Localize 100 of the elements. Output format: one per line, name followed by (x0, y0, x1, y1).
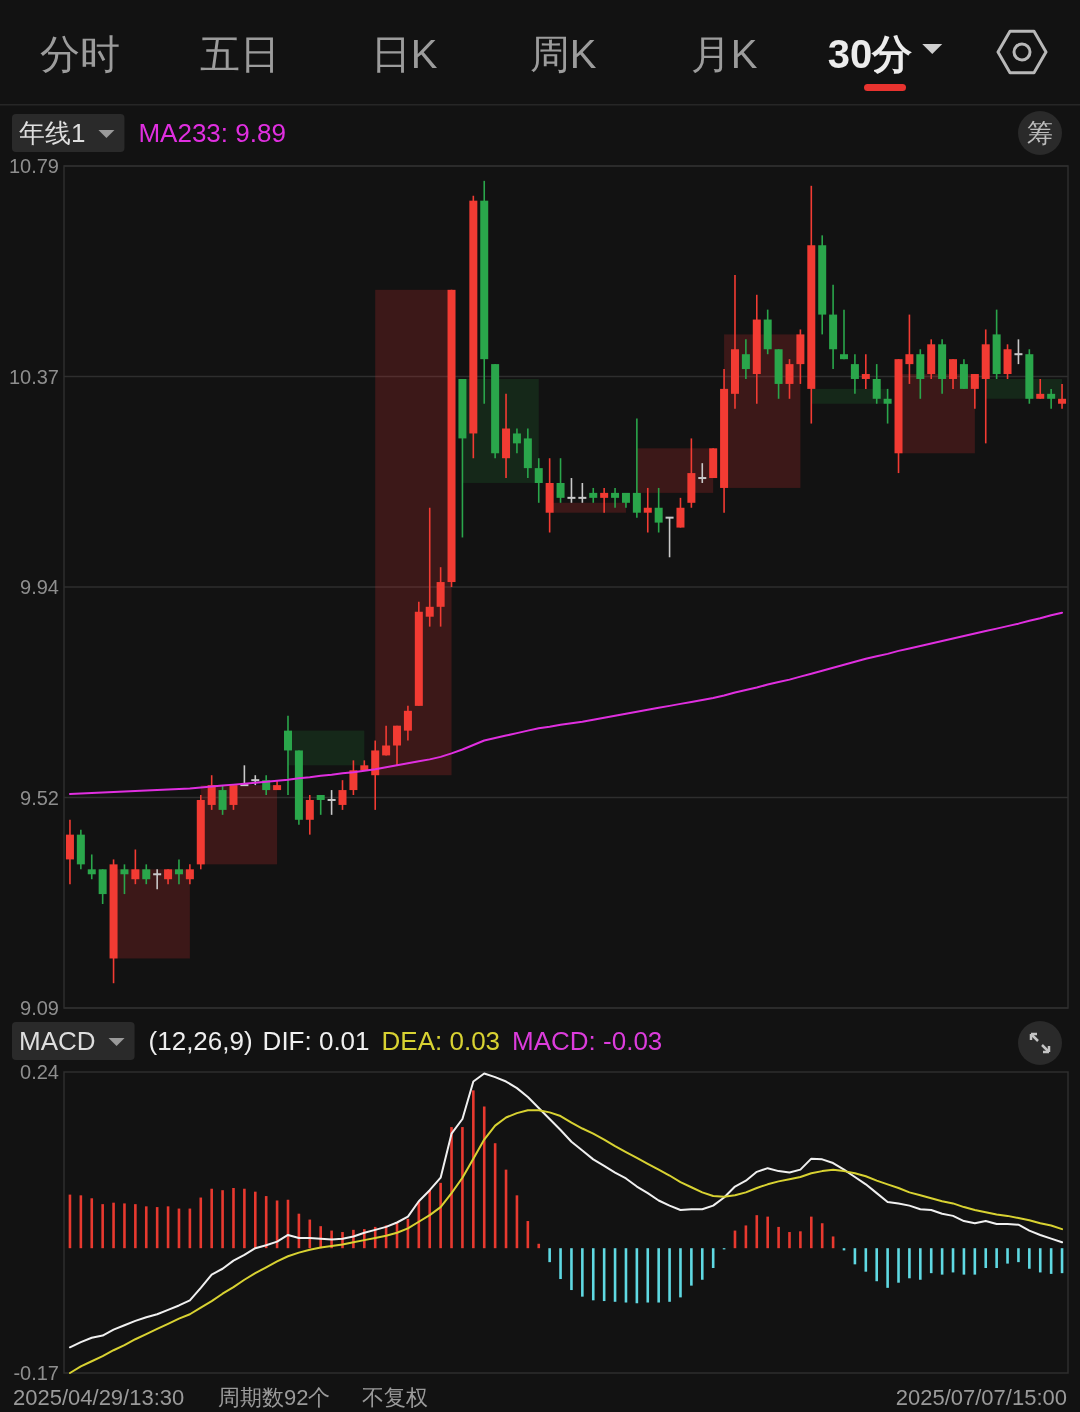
bar (253, 1191, 257, 1249)
candlestick (741, 338, 750, 380)
candlestick (1014, 338, 1023, 365)
bar (537, 1243, 541, 1249)
bar (908, 1248, 911, 1279)
bar (221, 1190, 224, 1249)
bar (134, 1204, 137, 1249)
candlestick (338, 779, 347, 811)
bar (308, 1219, 312, 1249)
bar (766, 1216, 769, 1249)
bar (897, 1248, 900, 1283)
text: 2025/07/07/15:00 (895, 1385, 1067, 1410)
y-tick-label: 9.09 (20, 997, 59, 1019)
bar (450, 1127, 453, 1249)
candlestick (425, 506, 434, 628)
bar (755, 1215, 759, 1249)
bar (199, 1197, 203, 1249)
bar (646, 1248, 650, 1303)
text: 30分 (827, 32, 913, 76)
text: 年线1 (19, 118, 86, 148)
text: 周K (529, 32, 597, 76)
candlestick (207, 774, 216, 811)
candlestick (840, 308, 849, 360)
bar (668, 1248, 671, 1302)
bar (810, 1216, 813, 1249)
candlestick (905, 313, 914, 385)
candlestick (174, 858, 183, 885)
bar (1017, 1248, 1020, 1263)
bar (777, 1226, 780, 1249)
bar (210, 1188, 213, 1249)
bar (472, 1090, 475, 1249)
bar (679, 1248, 682, 1298)
bar (657, 1248, 660, 1303)
bar (591, 1248, 595, 1301)
bar (123, 1203, 126, 1249)
candlestick (327, 789, 336, 816)
bar (90, 1198, 94, 1249)
candlestick (534, 457, 543, 504)
text: 五日 (200, 32, 280, 76)
text: 不复权 (362, 1385, 428, 1410)
text: MA233: 9.89 (138, 118, 286, 148)
candlestick (131, 848, 140, 885)
text: 月K (690, 32, 758, 76)
y-tick-label: 9.52 (20, 786, 59, 809)
candlestick (218, 784, 227, 816)
bar (482, 1106, 486, 1249)
bar (799, 1231, 802, 1249)
candlestick (567, 477, 576, 504)
text: 筹 (1027, 118, 1053, 148)
text: DIF: 0.01 (262, 1026, 370, 1056)
candlestick (1058, 383, 1067, 410)
text: MACD (19, 1026, 96, 1056)
candlestick (403, 705, 412, 742)
y-tick-label: 0.24 (20, 1061, 59, 1083)
line-series (68, 1072, 1064, 1349)
bar (886, 1248, 889, 1288)
text: 日K (370, 32, 438, 76)
text: (12,26,9) (148, 1026, 253, 1056)
candlestick (120, 863, 129, 895)
candlestick (872, 363, 881, 405)
candlestick (229, 784, 238, 811)
bar (1038, 1248, 1042, 1273)
text: 周期数92个 (218, 1385, 331, 1410)
y-tick-label: 10.79 (8, 155, 59, 177)
bar (690, 1248, 693, 1286)
candlestick (578, 482, 587, 504)
candlestick (850, 353, 859, 395)
bar (243, 1188, 246, 1249)
candlestick (87, 853, 96, 881)
bar (984, 1248, 988, 1269)
text: 2025/04/29/13:30 (13, 1385, 185, 1410)
candlestick (970, 373, 979, 410)
candlestick (600, 487, 609, 514)
candlestick (665, 516, 674, 559)
bar (875, 1248, 879, 1282)
bar (428, 1190, 432, 1249)
bar (570, 1248, 573, 1291)
candlestick (153, 868, 162, 890)
bar (559, 1248, 562, 1280)
candlestick (305, 794, 314, 836)
text: 分时 (40, 32, 120, 76)
candlestick (1047, 388, 1056, 410)
bar (919, 1248, 922, 1280)
candlestick (512, 427, 521, 455)
y-tick-label: 9.94 (20, 576, 59, 598)
candlestick (632, 417, 641, 519)
candlestick (1036, 378, 1045, 400)
bar (929, 1248, 933, 1274)
candlestick (861, 353, 870, 390)
bar (144, 1206, 148, 1249)
candlestick (556, 457, 565, 504)
bar (1028, 1248, 1031, 1269)
candlestick (785, 358, 794, 400)
candlestick (676, 497, 685, 529)
bar (700, 1248, 704, 1280)
candlestick (316, 794, 325, 816)
candlestick (654, 487, 663, 534)
bar (788, 1232, 791, 1249)
text: DEA: 0.03 (381, 1026, 501, 1056)
bar (439, 1182, 442, 1249)
